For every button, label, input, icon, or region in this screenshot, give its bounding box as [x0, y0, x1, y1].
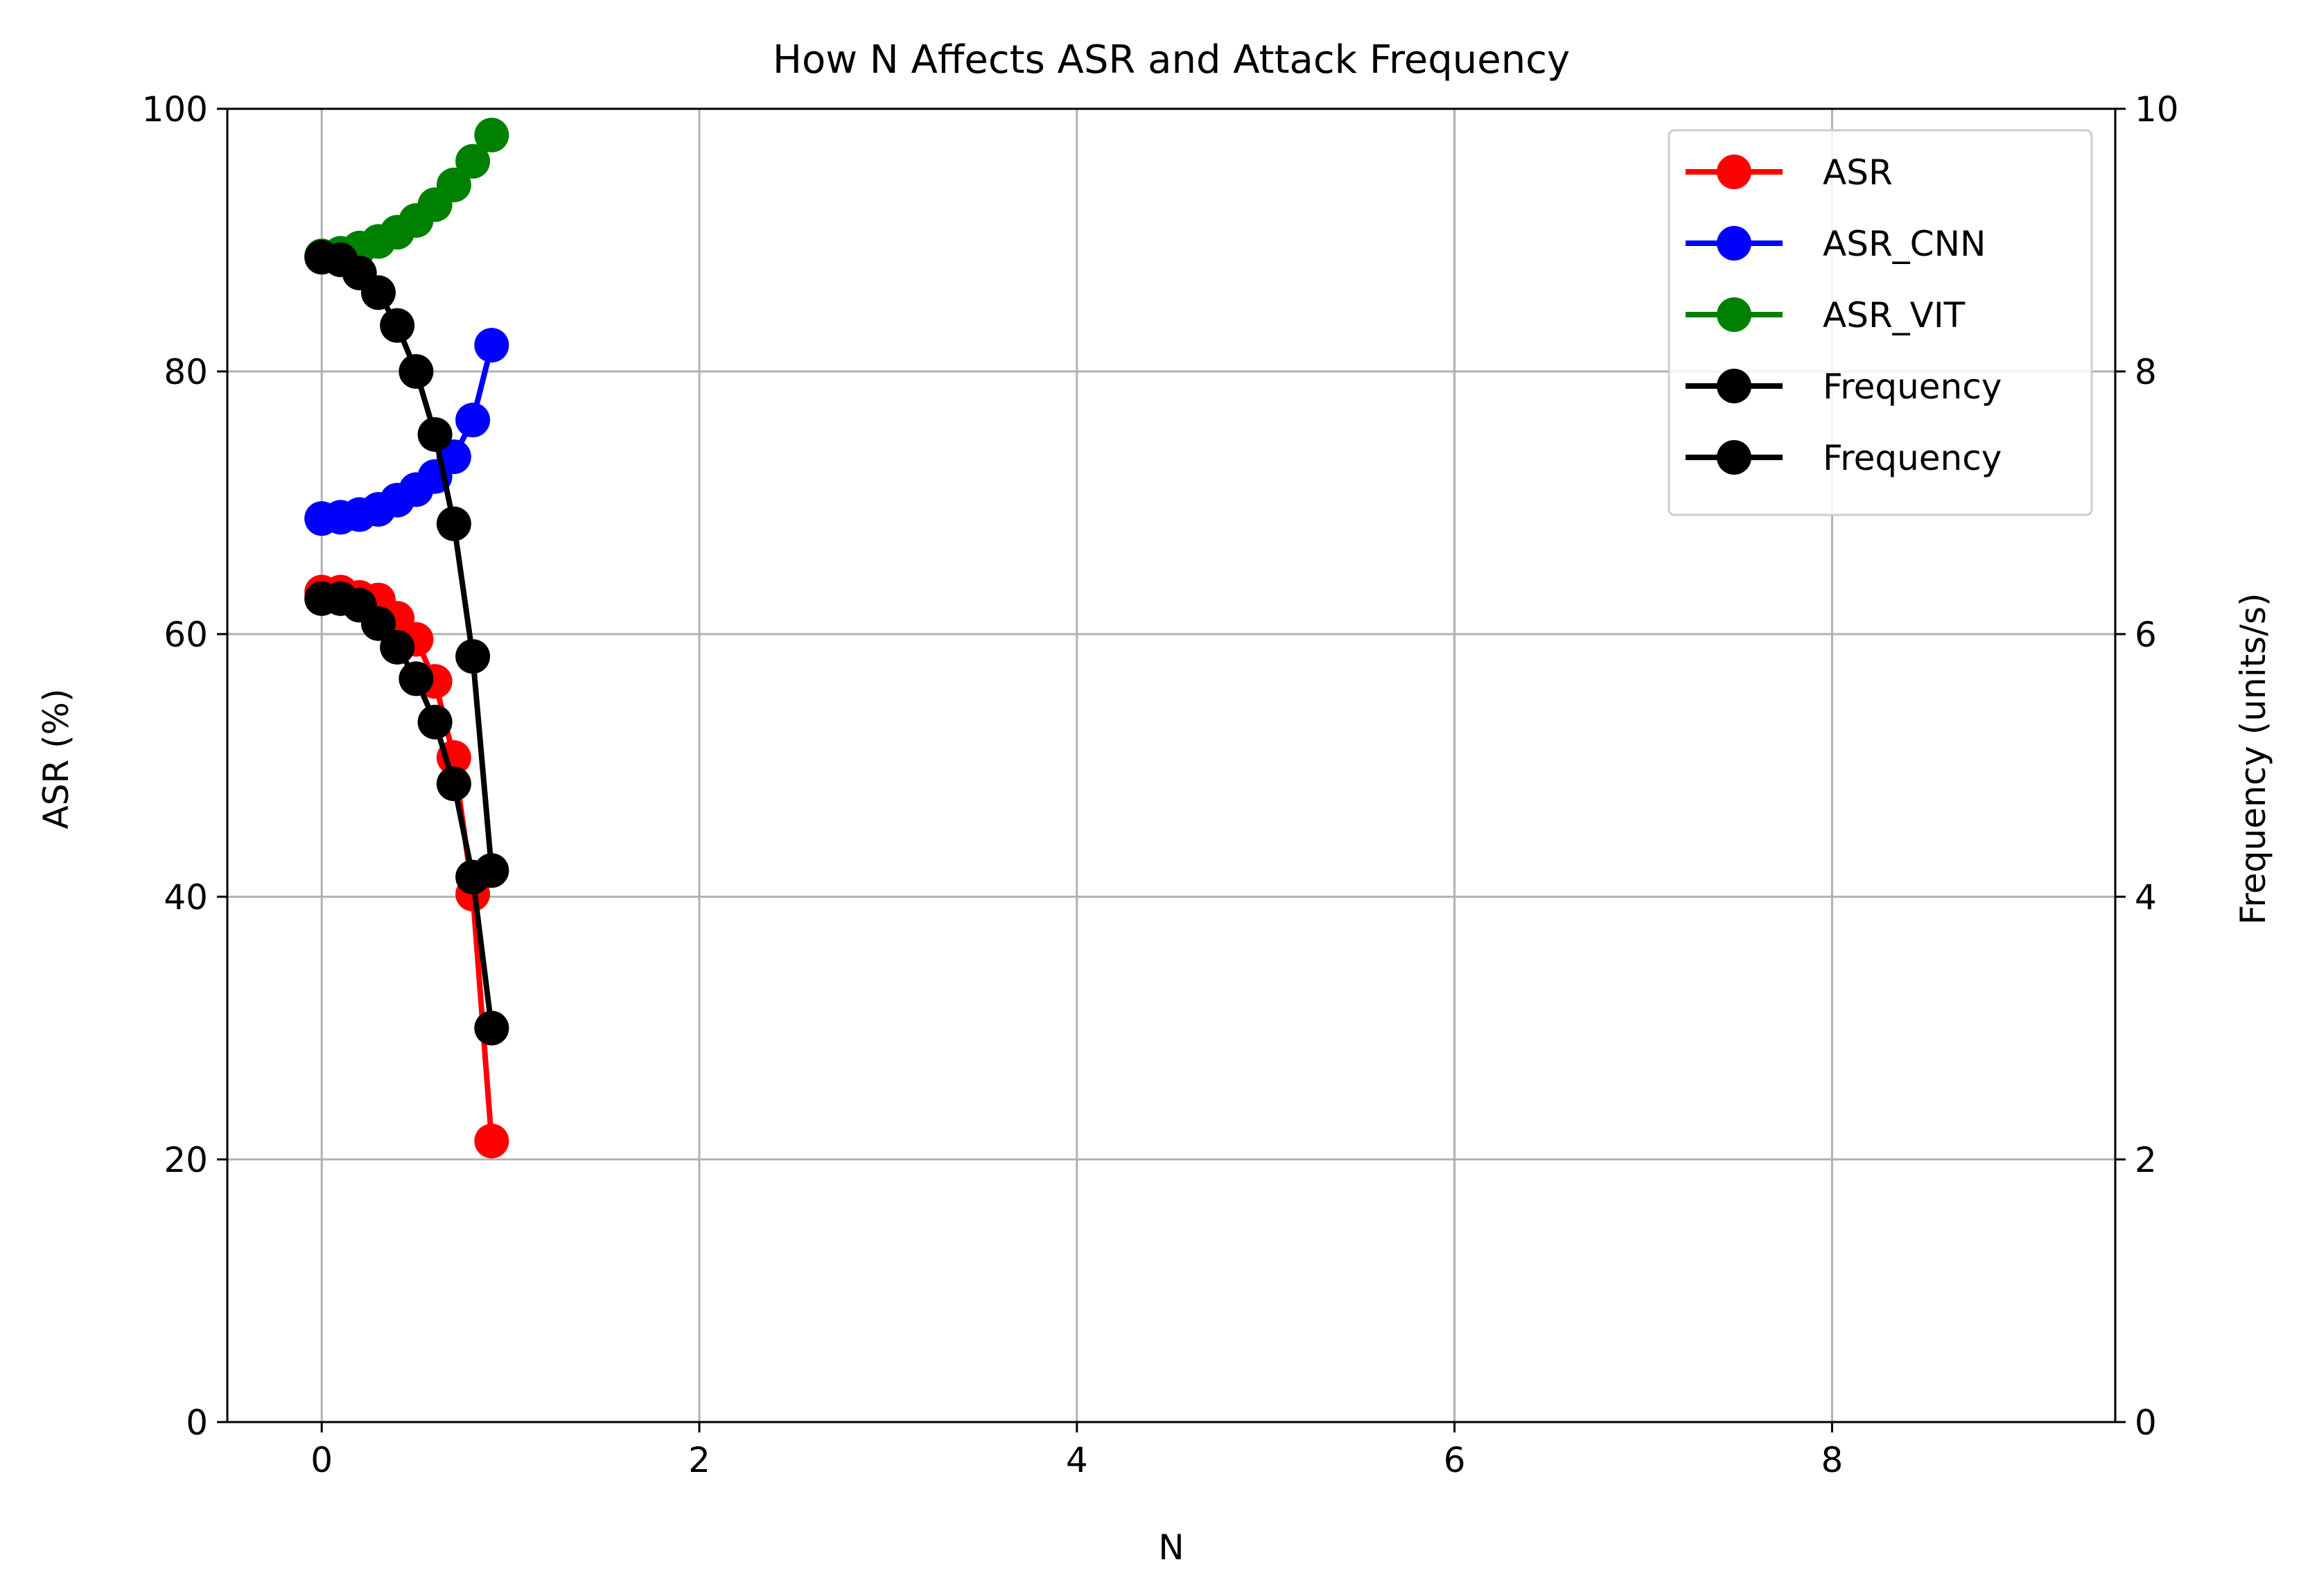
- legend-swatch-marker-4: [1717, 440, 1751, 475]
- y-axis-label: ASR (%): [36, 688, 76, 829]
- legend-swatch-marker-2: [1717, 297, 1751, 332]
- y2-tick-label-5: 10: [2135, 89, 2179, 130]
- x-tick-label-2: 4: [1066, 1440, 1088, 1480]
- data-point-0-9: [474, 1123, 509, 1159]
- legend-swatch-marker-3: [1717, 369, 1751, 403]
- legend-item-4: Frequency: [1686, 438, 2002, 478]
- y-tick-label-5: 100: [142, 89, 208, 130]
- data-point-2-7: [436, 167, 471, 202]
- chart-title: How N Affects ASR and Attack Frequency: [773, 37, 1570, 82]
- data-point-2-9: [474, 117, 509, 152]
- legend-swatch-marker-0: [1717, 155, 1751, 189]
- legend-label-2: ASR_VIT: [1823, 295, 1966, 335]
- x-tick-label-0: 0: [310, 1440, 333, 1480]
- data-point-4-9: [474, 1010, 509, 1046]
- data-point-3-4: [380, 308, 415, 343]
- series-frequency-4: [304, 581, 509, 1046]
- legend-label-4: Frequency: [1823, 438, 2002, 478]
- data-point-4-6: [417, 704, 453, 739]
- data-point-1-9: [474, 328, 509, 363]
- y2-tick-label-0: 0: [2135, 1403, 2157, 1443]
- y-tick-label-0: 0: [186, 1403, 208, 1443]
- plot-frame: [226, 107, 2117, 1423]
- y-tick-label-3: 60: [164, 615, 208, 655]
- data-point-3-6: [417, 416, 453, 452]
- legend-box: [1668, 129, 2093, 516]
- y2-tick-label-3: 6: [2135, 615, 2157, 655]
- data-point-1-8: [455, 403, 491, 438]
- data-point-3-7: [436, 506, 471, 541]
- y2-tick-label-4: 8: [2135, 352, 2157, 392]
- y2-axis-label: Frequency (units/s): [2233, 593, 2273, 924]
- y2-tick-label-1: 2: [2135, 1140, 2157, 1180]
- data-point-3-8: [455, 639, 491, 674]
- legend-swatch-marker-1: [1717, 226, 1751, 261]
- data-point-4-8: [455, 859, 491, 895]
- legend-item-1: ASR_CNN: [1686, 224, 1986, 264]
- legend-item-2: ASR_VIT: [1686, 295, 1966, 335]
- y-tick-label-1: 20: [164, 1140, 208, 1180]
- legend-item-0: ASR: [1686, 152, 1893, 193]
- x-tick-label-3: 6: [1444, 1440, 1466, 1480]
- y-tick-label-4: 80: [164, 352, 208, 392]
- x-tick-label-4: 8: [1821, 1440, 1843, 1480]
- data-point-3-5: [399, 354, 434, 389]
- legend-label-0: ASR: [1823, 152, 1893, 193]
- data-point-4-5: [399, 661, 434, 696]
- legend: ASR ASR_CNN ASR_VIT Frequency Frequency: [1668, 129, 2093, 516]
- data-point-2-8: [455, 143, 491, 179]
- legend-label-3: Frequency: [1823, 367, 2002, 407]
- data-point-3-3: [360, 275, 396, 310]
- x-tick-label-1: 2: [688, 1440, 710, 1480]
- legend-label-1: ASR_CNN: [1823, 224, 1986, 264]
- y-tick-label-2: 40: [164, 877, 208, 918]
- data-point-4-3: [360, 606, 396, 641]
- series-group: [304, 117, 509, 1159]
- x-axis-label: N: [1158, 1527, 1184, 1568]
- data-point-4-4: [380, 629, 415, 665]
- y2-tick-label-2: 4: [2135, 877, 2157, 918]
- legend-item-3: Frequency: [1686, 367, 2002, 407]
- data-point-4-7: [436, 766, 471, 802]
